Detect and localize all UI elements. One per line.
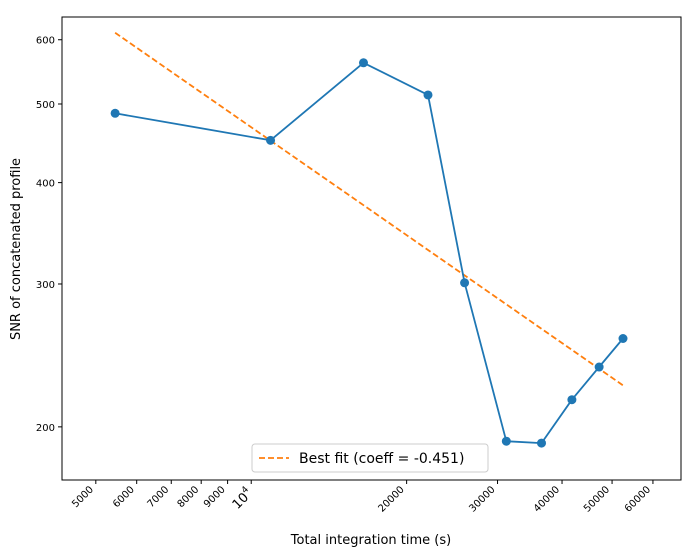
data-point [110,108,120,118]
y-axis-ticks: 200 300 400 500 600 [36,36,62,434]
plot-area [61,16,682,481]
y-axis-label: SNR of concatenated profile [9,158,24,340]
y-tick-label: 600 [36,36,55,47]
legend: Best fit (coeff = -0.451) [251,443,489,473]
data-point [358,58,368,68]
data-point [501,436,511,446]
legend-label-best-fit: Best fit (coeff = -0.451) [299,451,464,467]
data-point [266,135,276,145]
best-fit-line [114,32,624,387]
series-layer [114,61,624,445]
legend-box [251,443,489,473]
y-tick-label: 400 [36,179,55,190]
x-tick-exponent: 4 [240,485,251,496]
y-tick-label: 300 [36,280,55,291]
data-point [594,362,604,372]
data-point [460,278,470,288]
x-axis-label: Total integration time (s) [290,533,451,548]
data-point [567,395,577,405]
plot-frame [61,16,682,481]
y-tick-label: 500 [36,100,55,111]
data-point [423,90,433,100]
data-point [618,333,628,343]
y-tick-label: 200 [36,423,55,434]
series-line-snr [114,61,624,445]
data-point [537,438,547,448]
fit-line-layer [114,32,624,387]
marker-layer [110,58,628,448]
